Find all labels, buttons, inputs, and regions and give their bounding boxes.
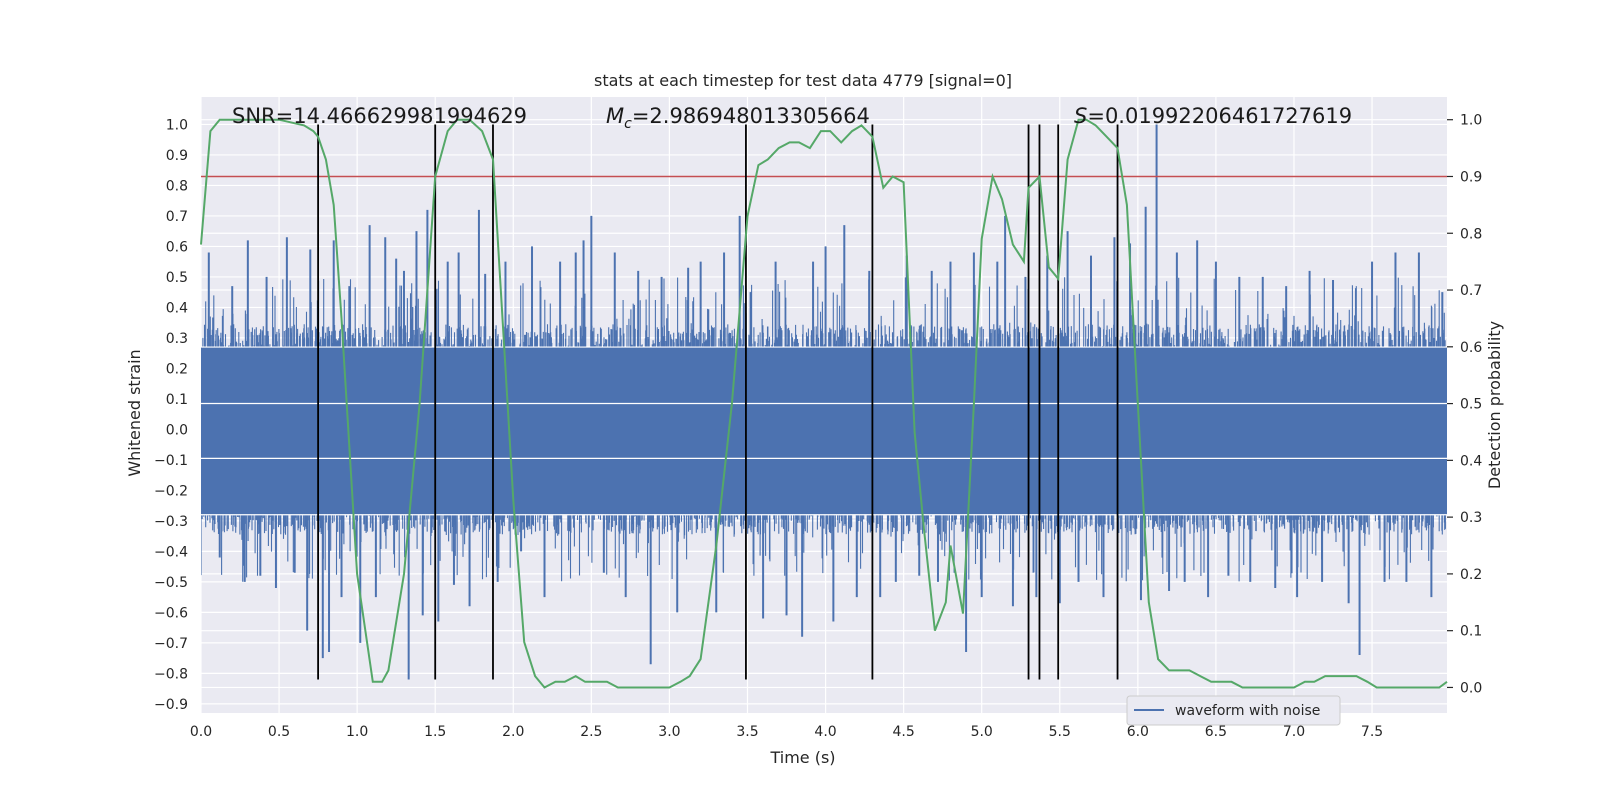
legend-box bbox=[1126, 695, 1341, 726]
y-tick-label: 0.1 bbox=[166, 392, 188, 408]
chirp-mass-value: =2.986948013305664 bbox=[632, 104, 870, 128]
x-tick-label: 5.5 bbox=[1049, 724, 1071, 740]
y2-tick-label: 0.7 bbox=[1460, 283, 1482, 299]
snr-annotation: SNR=14.466629981994629 bbox=[232, 104, 527, 128]
y-tick-label: 0.8 bbox=[166, 178, 188, 194]
y-axis-ticks: 1.0 0.9 0.8 0.7 0.6 0.5 0.4 0.3 0.2 0.1 0.0 −0.1 −0.… bbox=[154, 117, 188, 712]
y2-tick-label: 0.6 bbox=[1460, 340, 1482, 356]
y2-tick-label: 0.5 bbox=[1460, 397, 1482, 413]
x-axis-label: Time (s) bbox=[769, 748, 835, 767]
series-detection-probability bbox=[200, 118, 1448, 689]
y-tick-label: 0.7 bbox=[166, 209, 188, 225]
y-tick-label: 0.5 bbox=[166, 270, 188, 286]
s-symbol: S bbox=[1074, 104, 1087, 128]
x-tick-label: 7.5 bbox=[1361, 724, 1383, 740]
y-tick-label: −0.9 bbox=[154, 697, 188, 713]
y-tick-label: −0.2 bbox=[154, 483, 188, 499]
x-tick-label: 4.5 bbox=[892, 724, 914, 740]
y-tick-label: −0.6 bbox=[154, 605, 188, 621]
y-tick-label: −0.4 bbox=[154, 544, 188, 560]
y-tick-label: −0.8 bbox=[154, 666, 188, 682]
x-tick-label: 3.5 bbox=[736, 724, 758, 740]
y-tick-label: 1.0 bbox=[166, 117, 188, 133]
y-tick-label: −0.5 bbox=[154, 575, 188, 591]
chart-title: stats at each timestep for test data 477… bbox=[594, 71, 1012, 90]
y2-tick-label: 0.4 bbox=[1460, 453, 1482, 469]
x-tick-label: 4.0 bbox=[814, 724, 836, 740]
y2-axis-ticks: 1.0 0.9 0.8 0.7 0.6 0.5 0.4 0.3 0.2 0.1 0.0 bbox=[1447, 113, 1482, 696]
legend: waveform with noise bbox=[1126, 695, 1341, 726]
chirp-mass-symbol: M bbox=[606, 104, 624, 128]
x-tick-label: 6.0 bbox=[1127, 724, 1149, 740]
legend-label-waveform: waveform with noise bbox=[1175, 703, 1320, 719]
y2-axis-label: Detection probability bbox=[1485, 321, 1504, 489]
x-tick-label: 2.5 bbox=[580, 724, 602, 740]
y2-tick-label: 0.2 bbox=[1460, 567, 1482, 583]
y-tick-label: 0.2 bbox=[166, 361, 188, 377]
y-tick-label: 0.6 bbox=[166, 239, 188, 255]
x-axis-ticks: 0.0 0.5 1.0 1.5 2.0 2.5 3.0 3.5 4.0 4.5 5.0 5.5 6.0 6… bbox=[190, 724, 1383, 740]
y2-tick-label: 0.8 bbox=[1460, 226, 1482, 242]
x-tick-label: 7.0 bbox=[1283, 724, 1305, 740]
y2-tick-label: 0.0 bbox=[1460, 680, 1482, 696]
series-waveform bbox=[201, 124, 1447, 680]
x-tick-label: 0.0 bbox=[190, 724, 212, 740]
y-axis-label: Whitened strain bbox=[125, 349, 144, 476]
y2-tick-label: 0.9 bbox=[1460, 169, 1482, 185]
y-tick-label: −0.3 bbox=[154, 514, 188, 530]
x-tick-label: 3.0 bbox=[658, 724, 680, 740]
x-tick-label: 1.0 bbox=[346, 724, 368, 740]
chirp-mass-annotation: Mc=2.986948013305664 bbox=[606, 104, 870, 132]
s-annotation: S=0.01992206461727619 bbox=[1074, 104, 1352, 128]
x-tick-label: 5.0 bbox=[971, 724, 993, 740]
detection-lines bbox=[317, 124, 1119, 680]
y-tick-label: 0.4 bbox=[166, 300, 188, 316]
y-tick-label: 0.0 bbox=[166, 422, 188, 438]
x-tick-label: 6.5 bbox=[1205, 724, 1227, 740]
chirp-mass-subscript: c bbox=[624, 116, 632, 132]
y-tick-label: 0.3 bbox=[166, 331, 188, 347]
waveform-core-band bbox=[201, 347, 1447, 515]
y2-tick-label: 1.0 bbox=[1460, 113, 1482, 129]
y2-tick-label: 0.1 bbox=[1460, 624, 1482, 640]
x-tick-label: 2.0 bbox=[502, 724, 524, 740]
y-tick-label: −0.1 bbox=[154, 453, 188, 469]
x-tick-label: 1.5 bbox=[424, 724, 446, 740]
x-tick-label: 0.5 bbox=[268, 724, 290, 740]
y2-tick-label: 0.3 bbox=[1460, 510, 1482, 526]
s-value: =0.01992206461727619 bbox=[1087, 104, 1352, 128]
y-tick-label: −0.7 bbox=[154, 636, 188, 652]
y-tick-label: 0.9 bbox=[166, 148, 188, 164]
